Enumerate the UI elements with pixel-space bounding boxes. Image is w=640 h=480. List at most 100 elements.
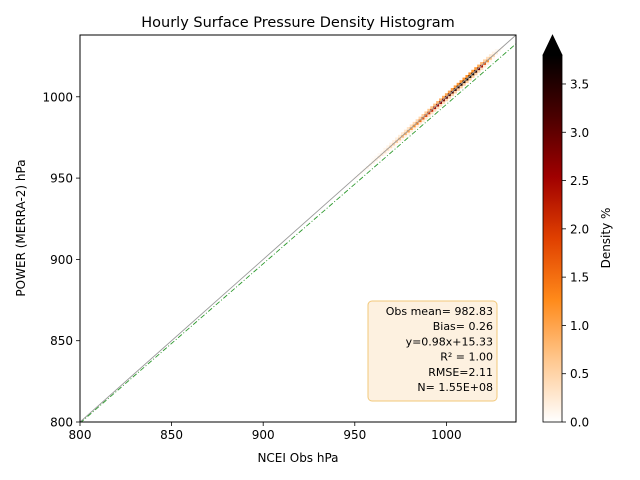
stats-line: RMSE=2.11 — [428, 366, 493, 379]
density-cell — [444, 98, 449, 102]
density-cell — [377, 155, 381, 159]
density-cell — [433, 108, 437, 112]
y-tick-label: 1000 — [42, 90, 73, 104]
density-cell — [436, 106, 440, 110]
density-cell — [459, 82, 463, 86]
density-cell — [471, 69, 475, 73]
density-cell — [430, 108, 434, 112]
density-cell — [406, 127, 411, 130]
density-cell — [480, 67, 484, 71]
density-cell — [436, 103, 440, 107]
density-cell — [441, 98, 446, 102]
x-axis-label: NCEI Obs hPa — [257, 451, 338, 465]
density-cell — [430, 106, 434, 110]
colorbar-label: Density % — [599, 208, 613, 269]
stats-line: N= 1.55E+08 — [417, 381, 493, 394]
y-tick-label: 900 — [50, 253, 73, 267]
density-cell — [374, 155, 378, 159]
density-cell — [412, 127, 416, 130]
colorbar-tick-label: 3.0 — [570, 126, 589, 140]
density-cell — [371, 158, 375, 162]
colorbar: 0.0 0.5 1.0 1.5 2.0 2.5 3.0 3.5 Density % — [542, 34, 613, 430]
fit-line — [80, 43, 516, 422]
stats-box-background — [367, 300, 498, 402]
density-cell — [392, 140, 396, 143]
density-cell — [453, 85, 457, 89]
stats-line: Bias= 0.26 — [433, 320, 493, 333]
density-cell — [421, 116, 425, 120]
density-cell — [418, 119, 422, 123]
density-cell — [356, 173, 361, 177]
density-cell — [468, 75, 472, 78]
density-cell — [441, 95, 446, 99]
density-cell — [362, 168, 367, 172]
density-cell — [447, 90, 452, 94]
colorbar-ticks: 0.0 0.5 1.0 1.5 2.0 2.5 3.0 3.5 — [562, 77, 589, 430]
density-cell — [386, 147, 390, 151]
colorbar-tick-label: 2.5 — [570, 174, 589, 188]
density-cell — [415, 121, 419, 125]
density-cell — [483, 64, 487, 68]
density-cell — [456, 85, 460, 89]
density-cell — [494, 48, 498, 52]
colorbar-tick-label: 2.0 — [570, 222, 589, 236]
density-cell — [491, 51, 496, 55]
density-cell — [471, 72, 475, 76]
density-cell — [477, 67, 481, 71]
density-cell — [395, 140, 399, 143]
y-tick-label: 800 — [50, 416, 73, 430]
density-cell — [465, 75, 469, 78]
density-cell — [485, 61, 490, 65]
density-cell — [427, 114, 431, 117]
density-cell — [500, 46, 504, 50]
density-cell — [409, 127, 413, 130]
density-cell — [439, 98, 443, 102]
density-cell — [398, 137, 402, 141]
density-cell — [418, 121, 422, 125]
y-tick-label: 950 — [50, 172, 73, 186]
density-cell — [462, 77, 466, 81]
density-cell — [465, 77, 469, 81]
density-cell — [421, 114, 425, 117]
density-cell — [409, 124, 413, 128]
density-cell — [477, 69, 481, 73]
chart-title: Hourly Surface Pressure Density Histogra… — [141, 15, 454, 31]
density-cell — [392, 145, 396, 149]
stats-box: Obs mean= 982.83 Bias= 0.26 y=0.98x+15.33 R… — [367, 300, 498, 402]
x-tick-label: 1000 — [431, 428, 462, 442]
x-tick-label: 850 — [160, 428, 183, 442]
density-cell — [424, 114, 428, 117]
density-cell — [354, 176, 358, 180]
y-tick-label: 850 — [50, 334, 73, 348]
density-cell — [403, 129, 408, 133]
density-cell — [377, 153, 381, 156]
density-cell — [406, 129, 411, 133]
density-cell — [371, 160, 375, 164]
density-cell — [462, 80, 466, 84]
density-cell — [403, 134, 408, 138]
y-axis-ticks: 800 850 900 950 1000 — [42, 90, 80, 430]
density-cell — [430, 111, 434, 115]
density-cell — [380, 153, 384, 156]
density-cell — [386, 145, 390, 149]
plot-frame — [79, 34, 517, 423]
density-cell — [485, 59, 490, 63]
density-cell — [491, 54, 496, 58]
density-cell — [386, 150, 390, 154]
density-cell — [359, 171, 364, 175]
density-cell — [368, 163, 372, 167]
x-tick-label: 900 — [252, 428, 275, 442]
density-cell — [456, 82, 460, 86]
density-cell — [447, 93, 452, 97]
density-cell — [415, 124, 419, 128]
density-cell — [444, 95, 449, 99]
density-cell — [433, 103, 437, 107]
density-cell — [412, 124, 416, 128]
density-cell — [477, 64, 481, 68]
density-cell — [409, 129, 413, 133]
density-cell — [453, 90, 457, 94]
density-cell — [403, 132, 408, 136]
stats-line: Obs mean= 982.83 — [386, 305, 493, 318]
density-cell — [383, 150, 387, 154]
